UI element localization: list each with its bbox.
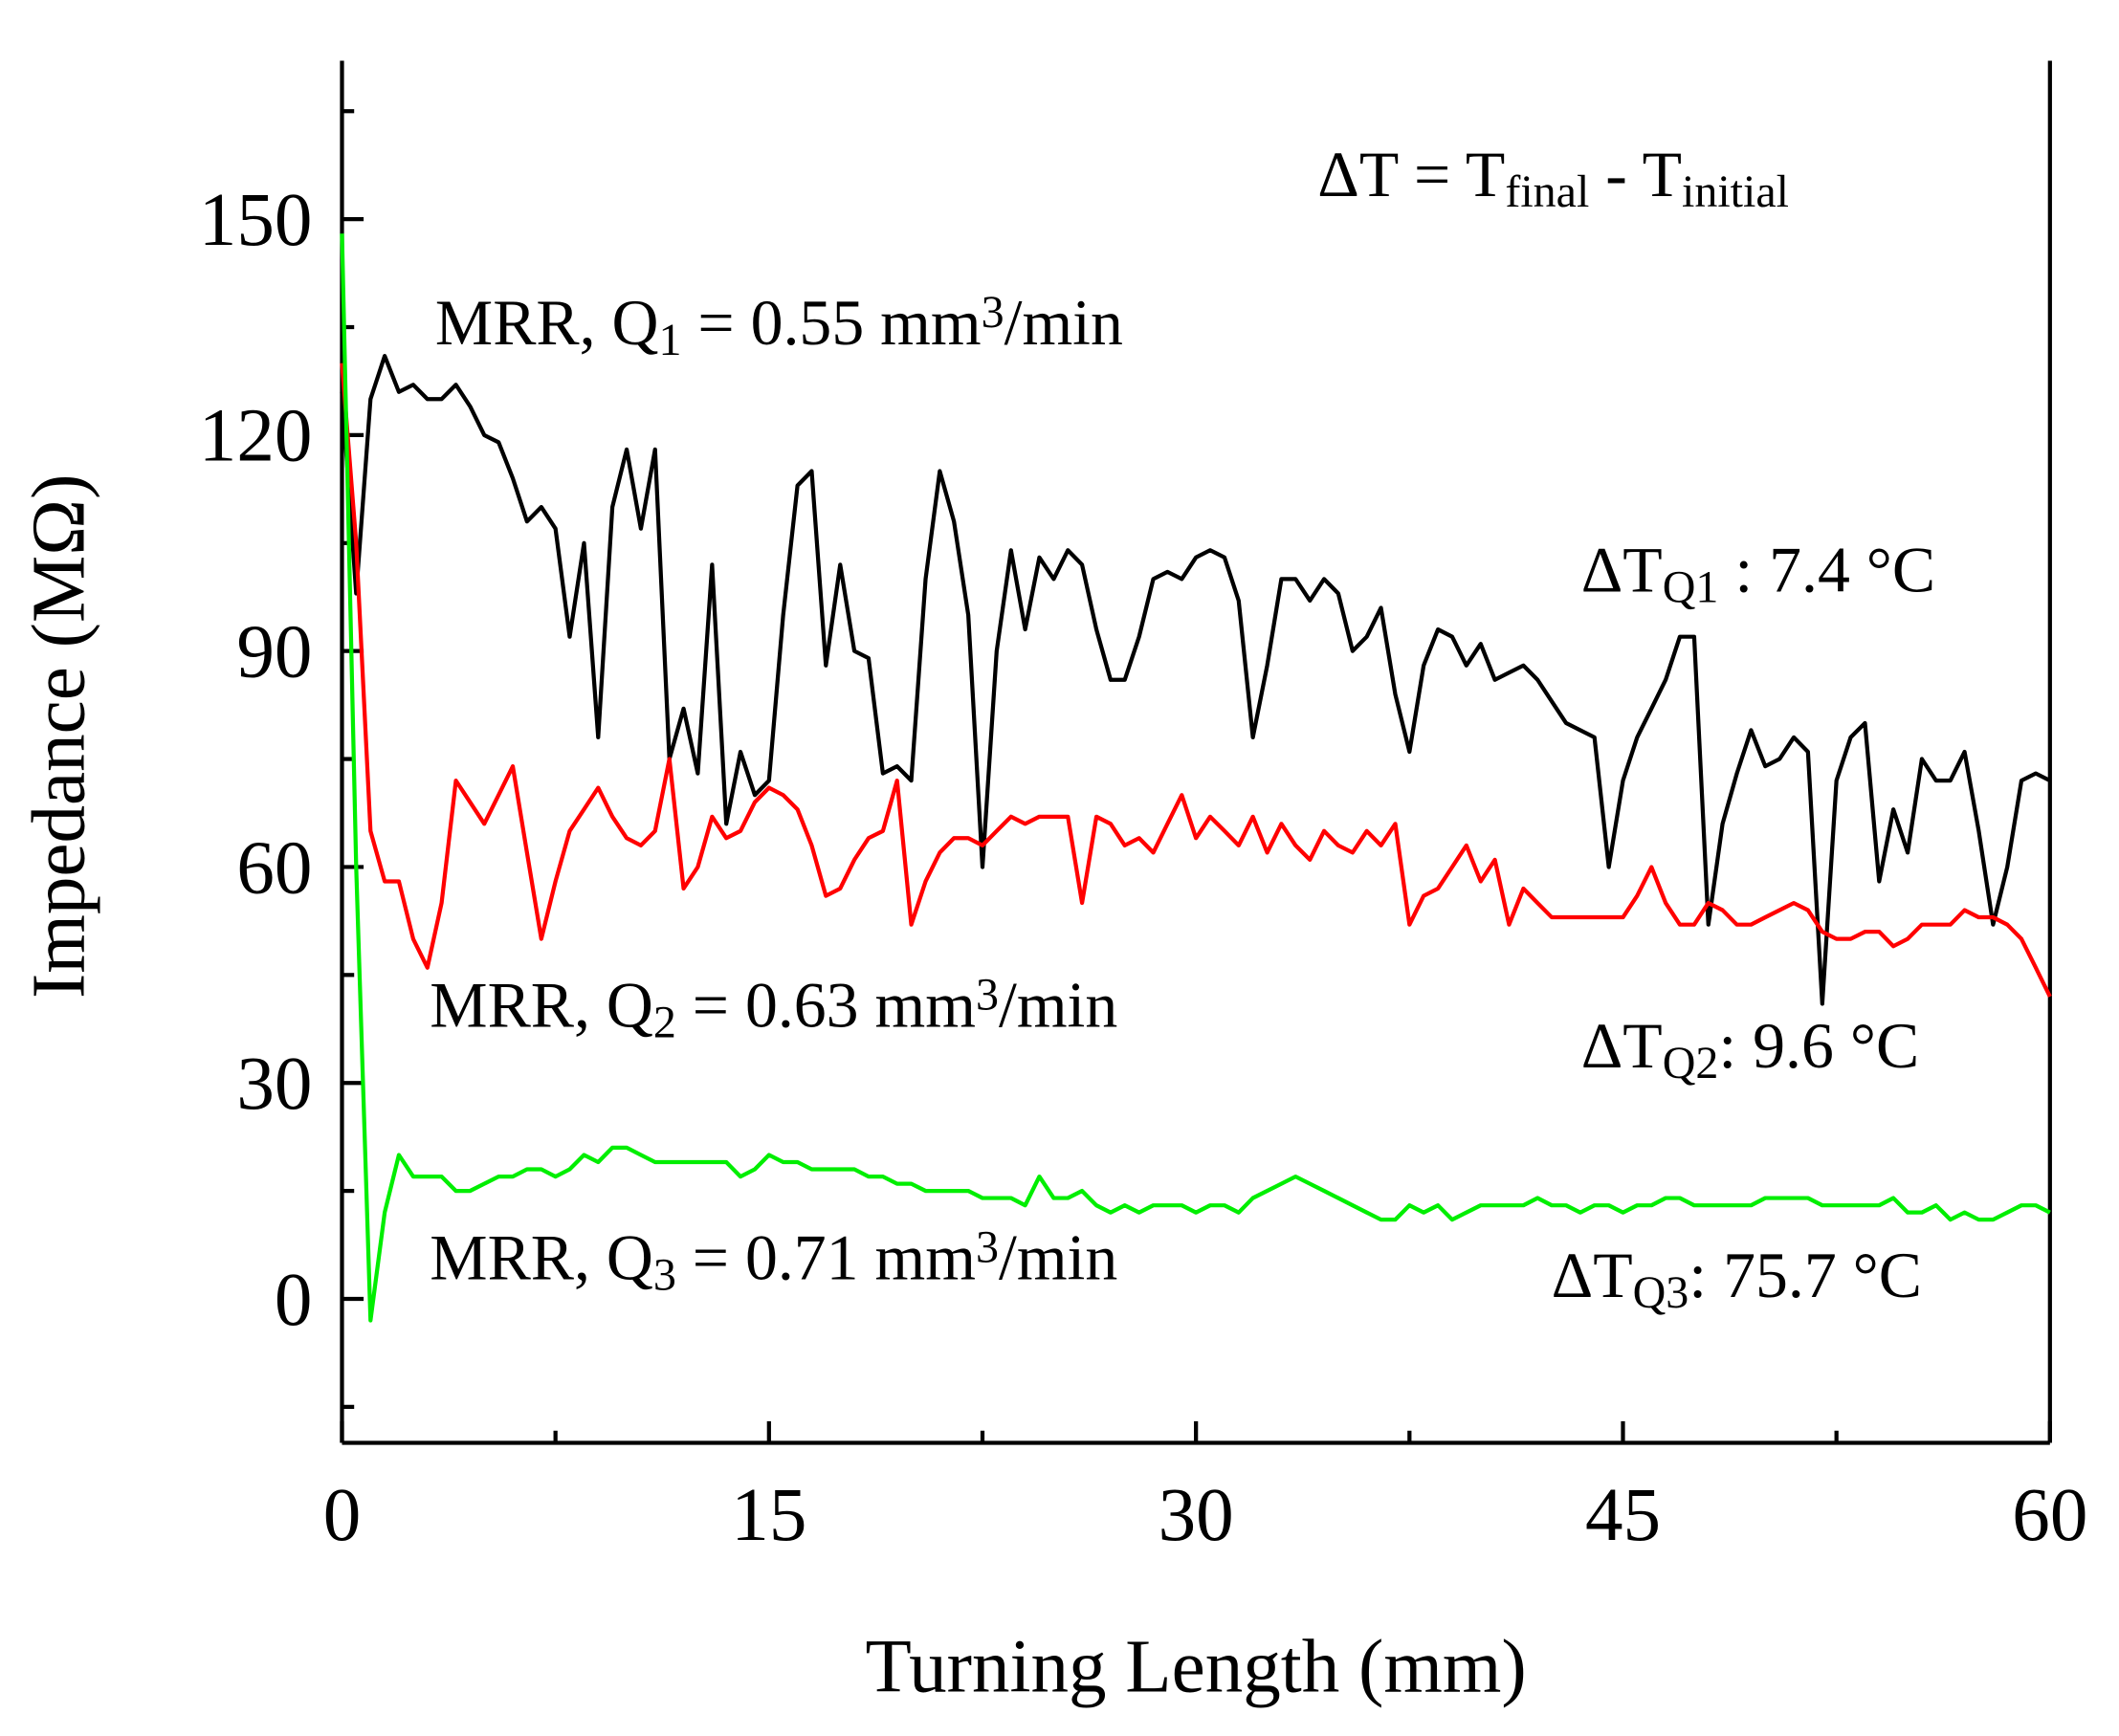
annotation-part: MRR, Q xyxy=(430,1222,653,1294)
annotation-part: 1 xyxy=(658,315,681,365)
annotation-part: : 9.6 °C xyxy=(1718,1010,1919,1082)
annotation-part: ΔT = T xyxy=(1317,139,1505,210)
annotation-part: = 0.55 mm xyxy=(681,287,981,359)
annotation: MRR, Q2 = 0.63 mm3/min xyxy=(430,969,1117,1047)
annotation-part: : 7.4 °C xyxy=(1718,535,1935,606)
x-tick-label: 45 xyxy=(1585,1474,1661,1557)
annotation-part: 3 xyxy=(982,287,1004,338)
y-tick-label: 30 xyxy=(236,1043,312,1126)
annotation: MRR, Q1 = 0.55 mm3/min xyxy=(435,287,1123,365)
annotation-part: /min xyxy=(999,1222,1117,1294)
annotation: ΔTQ3: 75.7 °C xyxy=(1552,1240,1922,1318)
annotation: ΔT = Tfinal - Tinitial xyxy=(1317,139,1789,217)
annotation-part: Q1 xyxy=(1663,561,1719,612)
annotation-part: 3 xyxy=(976,969,999,1020)
data-line xyxy=(340,354,2051,1006)
x-tick-label: 60 xyxy=(2012,1474,2087,1557)
y-tick-label: 0 xyxy=(275,1259,313,1342)
data-line xyxy=(340,233,2051,1323)
annotation-part: : 75.7 °C xyxy=(1689,1240,1922,1311)
annotation-part: ΔT xyxy=(1581,535,1663,606)
annotation-part: MRR, Q xyxy=(435,287,659,359)
annotation-part: Q2 xyxy=(1663,1037,1719,1088)
annotation-part: ΔT xyxy=(1581,1010,1663,1082)
annotation: ΔTQ1 : 7.4 °C xyxy=(1581,535,1935,613)
y-tick-label: 150 xyxy=(199,179,313,262)
annotation-part: initial xyxy=(1682,165,1789,216)
annotation-part: /min xyxy=(999,969,1117,1041)
annotation-part: MRR, Q xyxy=(430,969,653,1041)
annotation-part: 2 xyxy=(653,997,676,1047)
annotation-part: = 0.71 mm xyxy=(676,1222,976,1294)
y-tick-label: 120 xyxy=(199,395,313,478)
x-axis-title: Turning Length (mm) xyxy=(866,1625,1527,1708)
y-tick-label: 90 xyxy=(236,611,312,694)
annotation: ΔTQ2: 9.6 °C xyxy=(1581,1010,1919,1088)
annotation-part: /min xyxy=(1004,287,1123,359)
x-tick-label: 0 xyxy=(323,1474,362,1557)
annotation-part: = 0.63 mm xyxy=(676,969,976,1041)
annotation-part: ΔT xyxy=(1552,1240,1633,1311)
annotation-part: Q3 xyxy=(1633,1267,1689,1318)
x-tick-label: 15 xyxy=(731,1474,806,1557)
annotation-part: 3 xyxy=(976,1221,999,1272)
data-line xyxy=(340,363,2052,998)
annotation-part: - T xyxy=(1589,139,1682,210)
annotation-part: final xyxy=(1505,165,1589,216)
x-tick-label: 30 xyxy=(1159,1474,1234,1557)
annotation: MRR, Q3 = 0.71 mm3/min xyxy=(430,1221,1117,1300)
y-tick-label: 60 xyxy=(236,826,312,910)
annotation-part: 3 xyxy=(653,1249,676,1300)
y-axis-title: Impedance (MΩ) xyxy=(18,474,101,999)
